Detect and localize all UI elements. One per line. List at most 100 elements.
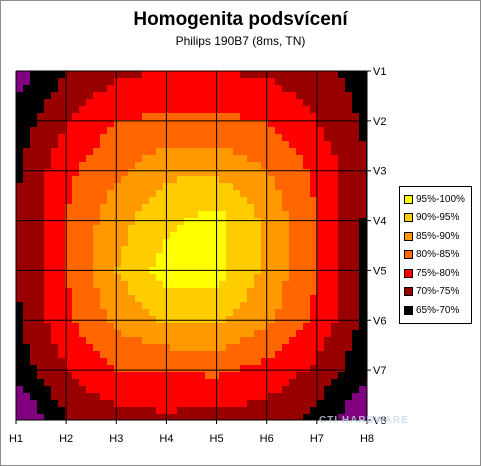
heatmap-cell [198, 379, 206, 387]
heatmap-cell [114, 253, 122, 261]
heatmap-cell [184, 155, 192, 163]
heatmap-cell [310, 239, 318, 247]
heatmap-cell [205, 281, 213, 289]
heatmap-cell [352, 414, 360, 420]
heatmap-cell [135, 358, 143, 366]
heatmap-cell [261, 169, 269, 177]
heatmap-cell [191, 400, 199, 408]
heatmap-cell [212, 148, 220, 156]
heatmap-cell [331, 400, 339, 408]
heatmap-cell [268, 414, 276, 420]
heatmap-cell [359, 134, 367, 142]
heatmap-cell [128, 281, 136, 289]
heatmap-cell [16, 295, 24, 303]
heatmap-cell [198, 393, 206, 401]
heatmap-cell [170, 204, 178, 212]
heatmap-cell [310, 169, 318, 177]
heatmap-cell [345, 281, 353, 289]
heatmap-cell [282, 92, 290, 100]
heatmap-cell [107, 113, 115, 121]
heatmap-cell [289, 281, 297, 289]
heatmap-cell [72, 260, 80, 268]
heatmap-cell [254, 99, 262, 107]
heatmap-cell [296, 148, 304, 156]
heatmap-cell [86, 218, 94, 226]
heatmap-cell [338, 386, 346, 394]
heatmap-cell [289, 71, 297, 79]
heatmap-cell [23, 351, 31, 359]
heatmap-cell [345, 127, 353, 135]
heatmap-cell [86, 330, 94, 338]
heatmap-cell [65, 99, 73, 107]
heatmap-cell [275, 351, 283, 359]
heatmap-cell [58, 85, 66, 93]
heatmap-cell [240, 302, 248, 310]
heatmap-cell [121, 190, 129, 198]
heatmap-cell [233, 372, 241, 380]
heatmap-cell [198, 120, 206, 128]
heatmap-cell [317, 344, 325, 352]
heatmap-cell [114, 155, 122, 163]
heatmap-cell [345, 218, 353, 226]
heatmap-cell [268, 92, 276, 100]
heatmap-cell [289, 414, 297, 420]
heatmap-cell [198, 204, 206, 212]
heatmap-cell [79, 253, 87, 261]
heatmap-cell [233, 190, 241, 198]
heatmap-cell [16, 155, 24, 163]
heatmap-cell [100, 365, 108, 373]
heatmap-cell [23, 204, 31, 212]
heatmap-cell [352, 407, 360, 415]
heatmap-cell [289, 197, 297, 205]
heatmap-cell [16, 197, 24, 205]
heatmap-cell [359, 372, 367, 380]
heatmap-cell [135, 176, 143, 184]
heatmap-cell [93, 85, 101, 93]
heatmap-cell [156, 407, 164, 415]
heatmap-cell [296, 92, 304, 100]
heatmap-cell [331, 246, 339, 254]
heatmap-cell [177, 330, 185, 338]
heatmap-cell [359, 281, 367, 289]
heatmap-cell [331, 239, 339, 247]
heatmap-cell [37, 155, 45, 163]
heatmap-cell [240, 288, 248, 296]
heatmap-cell [86, 309, 94, 317]
heatmap-cell [86, 162, 94, 170]
heatmap-cell [331, 78, 339, 86]
heatmap-cell [135, 344, 143, 352]
heatmap-cell [65, 183, 73, 191]
heatmap-cell [58, 190, 66, 198]
heatmap-cell [205, 155, 213, 163]
heatmap-cell [289, 99, 297, 107]
heatmap-cell [114, 141, 122, 149]
heatmap-cell [198, 365, 206, 373]
heatmap-cell [331, 274, 339, 282]
heatmap-cell [79, 85, 87, 93]
heatmap-cell [93, 295, 101, 303]
heatmap-cell [310, 211, 318, 219]
heatmap-cell [219, 141, 227, 149]
heatmap-cell [30, 197, 38, 205]
heatmap-cell [219, 197, 227, 205]
heatmap-cell [310, 344, 318, 352]
heatmap-cell [275, 169, 283, 177]
heatmap-cell [254, 358, 262, 366]
heatmap-cell [128, 239, 136, 247]
heatmap-cell [261, 106, 269, 114]
y-tick-label: V7 [373, 365, 386, 377]
heatmap-cell [30, 162, 38, 170]
heatmap-cell [79, 92, 87, 100]
heatmap-cell [51, 204, 59, 212]
heatmap-cell [177, 225, 185, 233]
heatmap-cell [86, 225, 94, 233]
heatmap-cell [247, 246, 255, 254]
heatmap-cell [16, 106, 24, 114]
heatmap-cell [352, 78, 360, 86]
heatmap-cell [51, 330, 59, 338]
legend-swatch [404, 194, 413, 204]
heatmap-cell [317, 358, 325, 366]
heatmap-cell [23, 155, 31, 163]
legend-label: 90%-95% [416, 212, 460, 223]
